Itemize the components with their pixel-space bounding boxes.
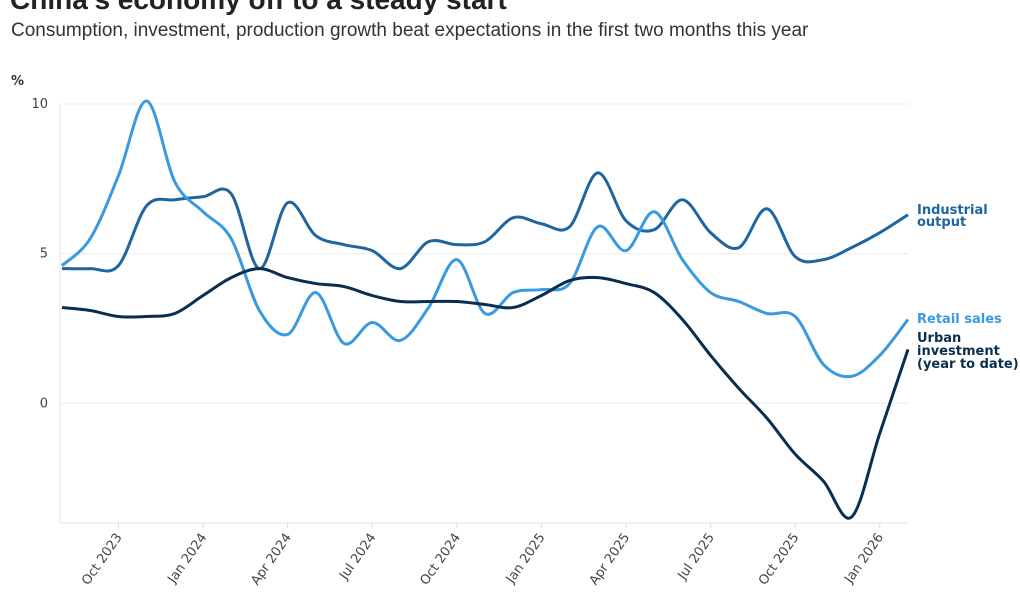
series-label: Retail sales (917, 312, 1002, 327)
x-tick-label: Apr 2025 (587, 531, 634, 589)
x-tick-label: Apr 2024 (248, 531, 295, 589)
y-tick-label: 0 (40, 396, 48, 411)
series-line-1 (60, 99, 910, 379)
series-line-0 (61, 171, 909, 273)
x-tick-label: Jan 2026 (841, 531, 887, 587)
series-line-2 (61, 267, 910, 520)
x-tick-label: Oct 2023 (79, 531, 126, 589)
chart-subtitle: Consumption, investment, production grow… (11, 20, 809, 41)
y-tick-label: 10 (31, 97, 48, 112)
chart-title: China's economy off to a steady start (10, 0, 507, 16)
series-label: Urban (917, 331, 961, 346)
series-label: investment (917, 344, 1000, 359)
y-tick-label: 5 (40, 247, 48, 262)
x-tick-label: Jul 2025 (675, 531, 718, 584)
x-tick-label: Oct 2024 (418, 531, 465, 589)
y-axis-unit: % (11, 74, 24, 89)
series-label: output (917, 215, 966, 230)
x-tick-label: Oct 2025 (756, 531, 803, 589)
x-tick-label: Jan 2024 (165, 531, 211, 587)
x-tick-label: Jul 2024 (336, 531, 379, 584)
x-tick-label: Jan 2025 (503, 531, 549, 587)
series-label: (year to date) (917, 357, 1019, 372)
series-label: Industrial (917, 203, 988, 218)
